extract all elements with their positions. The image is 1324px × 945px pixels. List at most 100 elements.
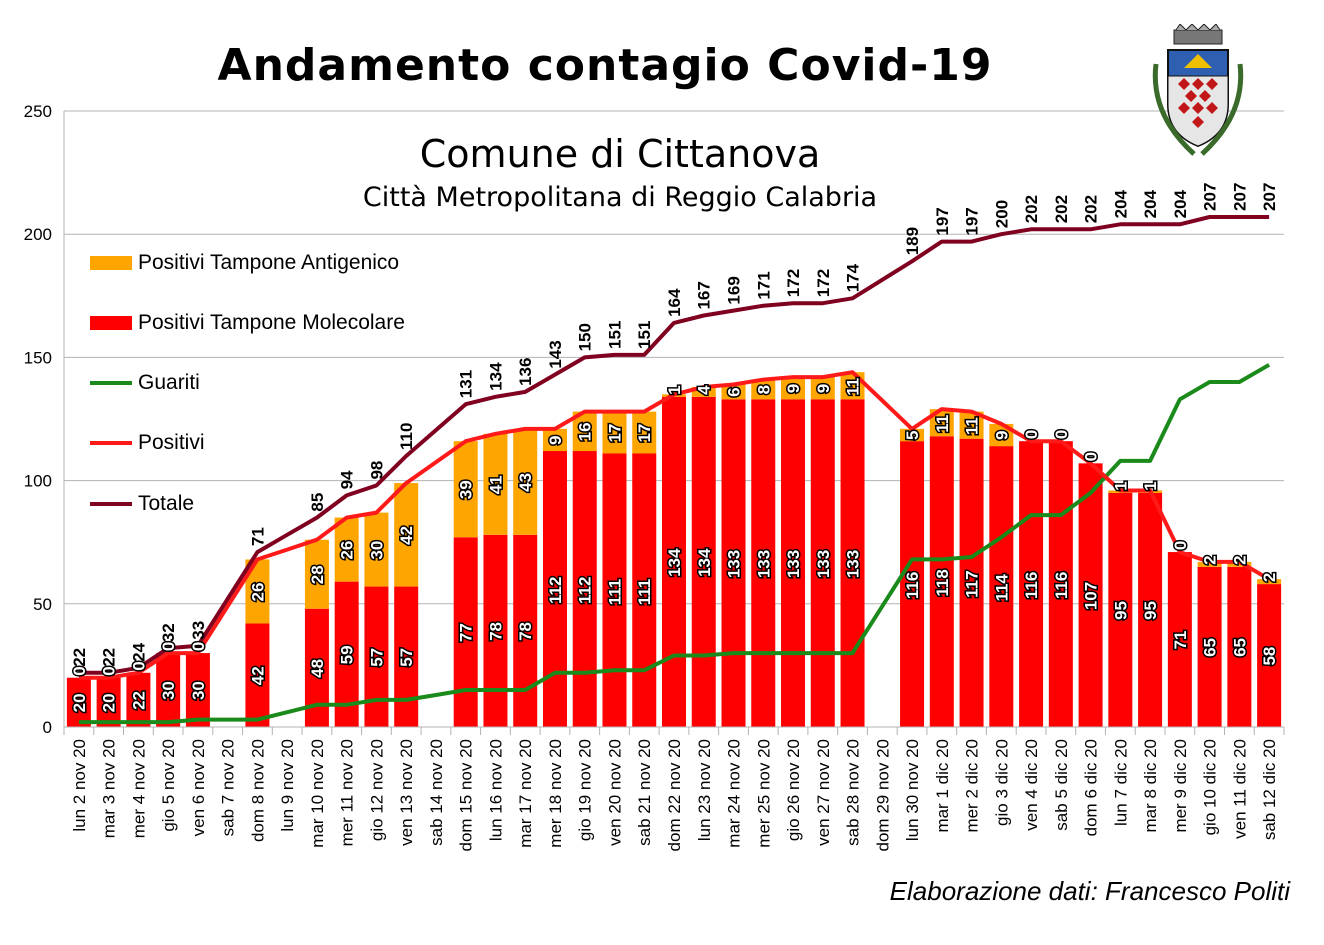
data-label-molecolare: 133: [844, 550, 863, 578]
data-label-totale: 143: [546, 340, 565, 368]
data-label-antigenico: 9: [992, 431, 1011, 440]
legend-label-antigenico: Positivi Tampone Antigenico: [138, 251, 400, 274]
bar-antigenico: [1227, 561, 1252, 567]
x-tick-label: mer 25 nov 20: [754, 739, 773, 848]
bar-molecolare: [662, 396, 686, 727]
credit-text: Elaborazione dati: Francesco Politi: [889, 876, 1290, 906]
data-label-antigenico: 30: [367, 541, 386, 560]
data-label-totale: 22: [100, 648, 119, 667]
line-totale: [78, 215, 1270, 675]
bar-molecolare: [1138, 492, 1163, 727]
bar-antigenico: [483, 433, 508, 535]
bar-molecolare: [245, 623, 270, 727]
bar-molecolare: [364, 586, 389, 727]
bar-antigenico: [721, 384, 746, 400]
bar-antigenico: [513, 428, 538, 535]
chart-subtitle-2: Città Metropolitana di Reggio Calabria: [362, 182, 878, 213]
x-tick-label: mar 1 dic 20: [933, 739, 952, 833]
bar-molecolare: [66, 677, 91, 727]
bar-molecolare: [1078, 463, 1103, 727]
data-label-totale: 202: [1022, 195, 1041, 223]
bar-antigenico: [1257, 579, 1282, 585]
bar-molecolare: [126, 672, 151, 727]
data-label-antigenico: 2: [1230, 555, 1249, 564]
legend-line-positivi: [90, 441, 132, 445]
bar-molecolare: [989, 446, 1014, 727]
bar-antigenico: [394, 483, 419, 587]
legend-item-guariti: Guariti: [90, 368, 200, 398]
legend-item-molecolare: Positivi Tampone Molecolare: [90, 308, 405, 338]
x-tick-label: lun 16 nov 20: [486, 739, 505, 841]
data-label-totale: 71: [248, 527, 267, 546]
coat-of-arms-icon: [1152, 24, 1244, 156]
data-label-totale: 151: [635, 321, 654, 349]
legend-label-totale: Totale: [138, 492, 195, 515]
bar-molecolare: [1167, 552, 1192, 727]
data-label-totale: 204: [1141, 189, 1160, 218]
x-tick-label: ven 6 nov 20: [189, 739, 208, 836]
legend-line-totale: [90, 502, 132, 506]
x-tick-label: sab 21 nov 20: [635, 739, 654, 846]
data-label-molecolare: 42: [248, 666, 267, 685]
bar-molecolare: [96, 677, 121, 727]
data-label-molecolare: 30: [159, 681, 178, 700]
data-label-molecolare: 134: [695, 548, 714, 577]
x-tick-label: dom 15 nov 20: [457, 739, 476, 851]
data-label-molecolare: 22: [129, 691, 148, 710]
data-label-molecolare: 133: [814, 550, 833, 578]
x-tick-label: lun 2 nov 20: [70, 739, 89, 832]
x-tick-label: mer 4 nov 20: [129, 739, 148, 838]
bar-molecolare: [929, 436, 954, 727]
data-label-totale: 33: [189, 621, 208, 640]
data-label-antigenico: 17: [605, 424, 624, 443]
legend-label-positivi: Positivi: [138, 431, 205, 454]
x-tick-label: mer 9 dic 20: [1171, 739, 1190, 833]
bar-molecolare: [721, 399, 746, 727]
y-tick-label: 200: [24, 225, 52, 244]
y-tick-label: 0: [43, 718, 52, 737]
data-label-molecolare: 133: [725, 550, 744, 578]
data-label-totale: 22: [70, 648, 89, 667]
x-tick-label: dom 29 nov 20: [873, 739, 892, 851]
data-label-totale: 98: [367, 461, 386, 480]
data-label-totale: 207: [1260, 183, 1279, 211]
data-label-molecolare: 65: [1201, 638, 1220, 657]
x-tick-label: gio 12 nov 20: [367, 739, 386, 841]
x-tick-label: gio 3 dic 20: [992, 739, 1011, 826]
data-label-totale: 167: [695, 281, 714, 309]
legend-item-positivi: Positivi: [90, 428, 205, 458]
data-label-antigenico: 6: [725, 387, 744, 396]
data-label-molecolare: 107: [1082, 582, 1101, 610]
data-label-totale: 174: [844, 263, 863, 292]
data-label-antigenico: 0: [70, 666, 89, 675]
bar-antigenico: [364, 512, 389, 587]
x-tick-label: mer 18 nov 20: [546, 739, 565, 848]
data-label-totale: 200: [992, 200, 1011, 228]
data-label-molecolare: 112: [546, 577, 565, 604]
x-tick-label: ven 13 nov 20: [397, 739, 416, 846]
data-label-molecolare: 78: [486, 622, 505, 641]
bar-antigenico: [542, 428, 567, 452]
bar-antigenico: [632, 411, 657, 454]
data-label-antigenico: 11: [933, 415, 952, 433]
x-tick-label: ven 4 dic 20: [1022, 739, 1041, 831]
data-label-antigenico: 0: [1082, 452, 1101, 461]
x-tick-label: lun 23 nov 20: [695, 739, 714, 841]
bars: [66, 372, 1282, 727]
data-label-totale: 172: [784, 269, 803, 297]
bar-molecolare: [483, 534, 508, 727]
legend-label-molecolare: Positivi Tampone Molecolare: [138, 311, 405, 334]
data-label-molecolare: 111: [605, 579, 624, 606]
bar-molecolare: [602, 453, 627, 727]
data-label-totale: 172: [814, 269, 833, 297]
legend-swatch-molecolare: [90, 316, 132, 330]
x-tick-label: lun 9 nov 20: [278, 739, 297, 832]
data-label-totale: 197: [933, 207, 952, 235]
data-label-totale: 207: [1230, 183, 1249, 211]
x-tick-label: dom 22 nov 20: [665, 739, 684, 851]
data-label-antigenico: 28: [308, 565, 327, 584]
chart-title: Andamento contagio Covid-19: [217, 40, 993, 91]
data-label-antigenico: 0: [1022, 430, 1041, 439]
bar-molecolare: [542, 451, 567, 727]
data-label-antigenico: 26: [338, 541, 357, 560]
